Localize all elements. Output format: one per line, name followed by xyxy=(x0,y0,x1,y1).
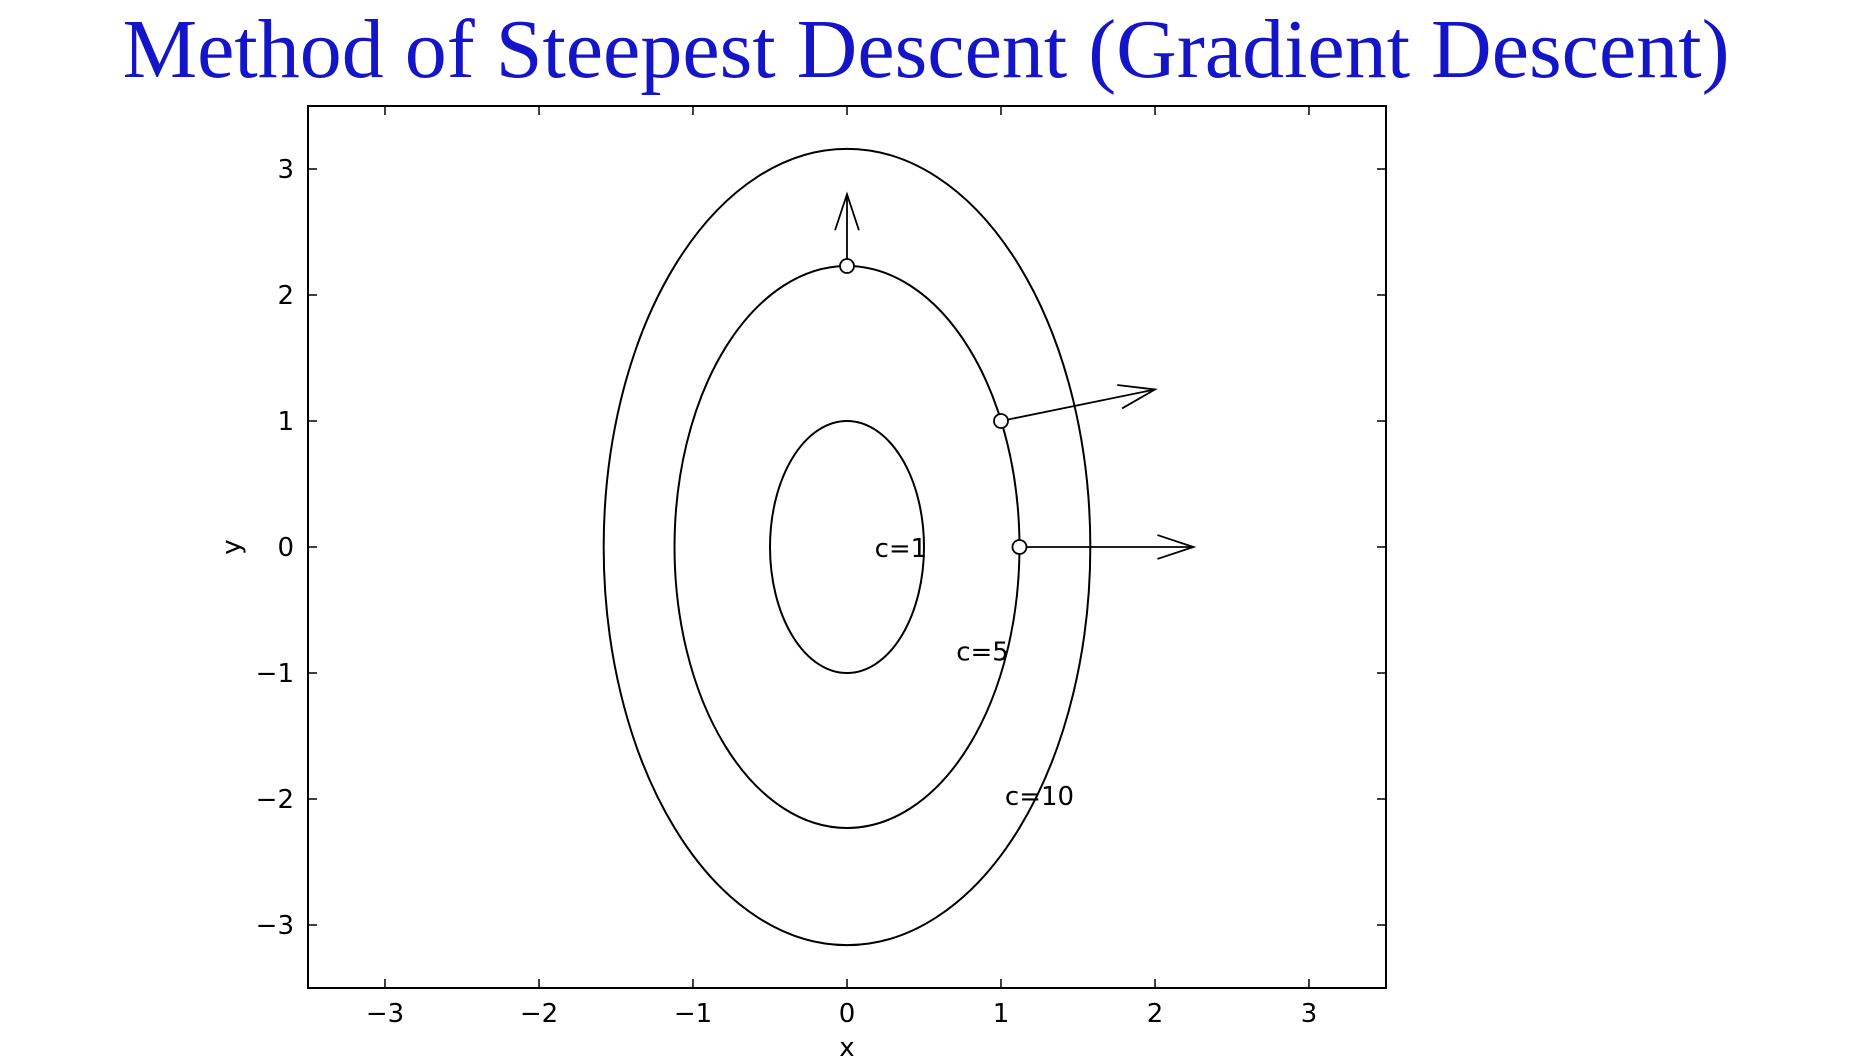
x-tick-label: 3 xyxy=(1301,999,1318,1029)
contour-labels: c=1 c=5 c=10 xyxy=(875,534,1074,812)
y-tick-label: 0 xyxy=(277,533,294,563)
y-axis-label: y xyxy=(217,539,247,554)
y-tick-label: −1 xyxy=(256,659,294,689)
x-axis-label: x xyxy=(839,1033,854,1056)
y-tick-label: 1 xyxy=(277,407,294,437)
y-tick-label: −3 xyxy=(256,911,294,941)
contour-point xyxy=(1011,539,1028,555)
axis-ticks: −3 −2 −1 0 1 2 3 −3 −2 −1 0 1 2 3 xyxy=(256,106,1386,1029)
x-tick-label: −1 xyxy=(674,999,712,1029)
y-tick-label: 3 xyxy=(277,155,294,185)
gradient-arrow xyxy=(1000,384,1158,422)
slide-title: Method of Steepest Descent (Gradient Des… xyxy=(122,3,1730,96)
contour-c-1 xyxy=(769,420,925,674)
contour-point xyxy=(993,413,1009,429)
contour-label: c=10 xyxy=(1005,782,1074,812)
contour-point xyxy=(839,258,855,274)
y-tick-label: 2 xyxy=(277,281,294,311)
x-tick-label: 0 xyxy=(839,999,856,1029)
axis-labels: xy xyxy=(217,539,855,1056)
gradient-arrow xyxy=(834,191,860,267)
gradient-arrows xyxy=(834,191,1197,560)
contour-label: c=1 xyxy=(875,534,928,564)
x-tick-label: 1 xyxy=(993,999,1010,1029)
contour-points xyxy=(839,258,1028,555)
x-tick-label: −2 xyxy=(520,999,558,1029)
x-tick-label: 2 xyxy=(1147,999,1164,1029)
gradient-arrow xyxy=(1019,534,1197,560)
contour-label: c=5 xyxy=(956,637,1009,667)
y-tick-label: −2 xyxy=(256,785,294,815)
x-tick-label: −3 xyxy=(366,999,404,1029)
